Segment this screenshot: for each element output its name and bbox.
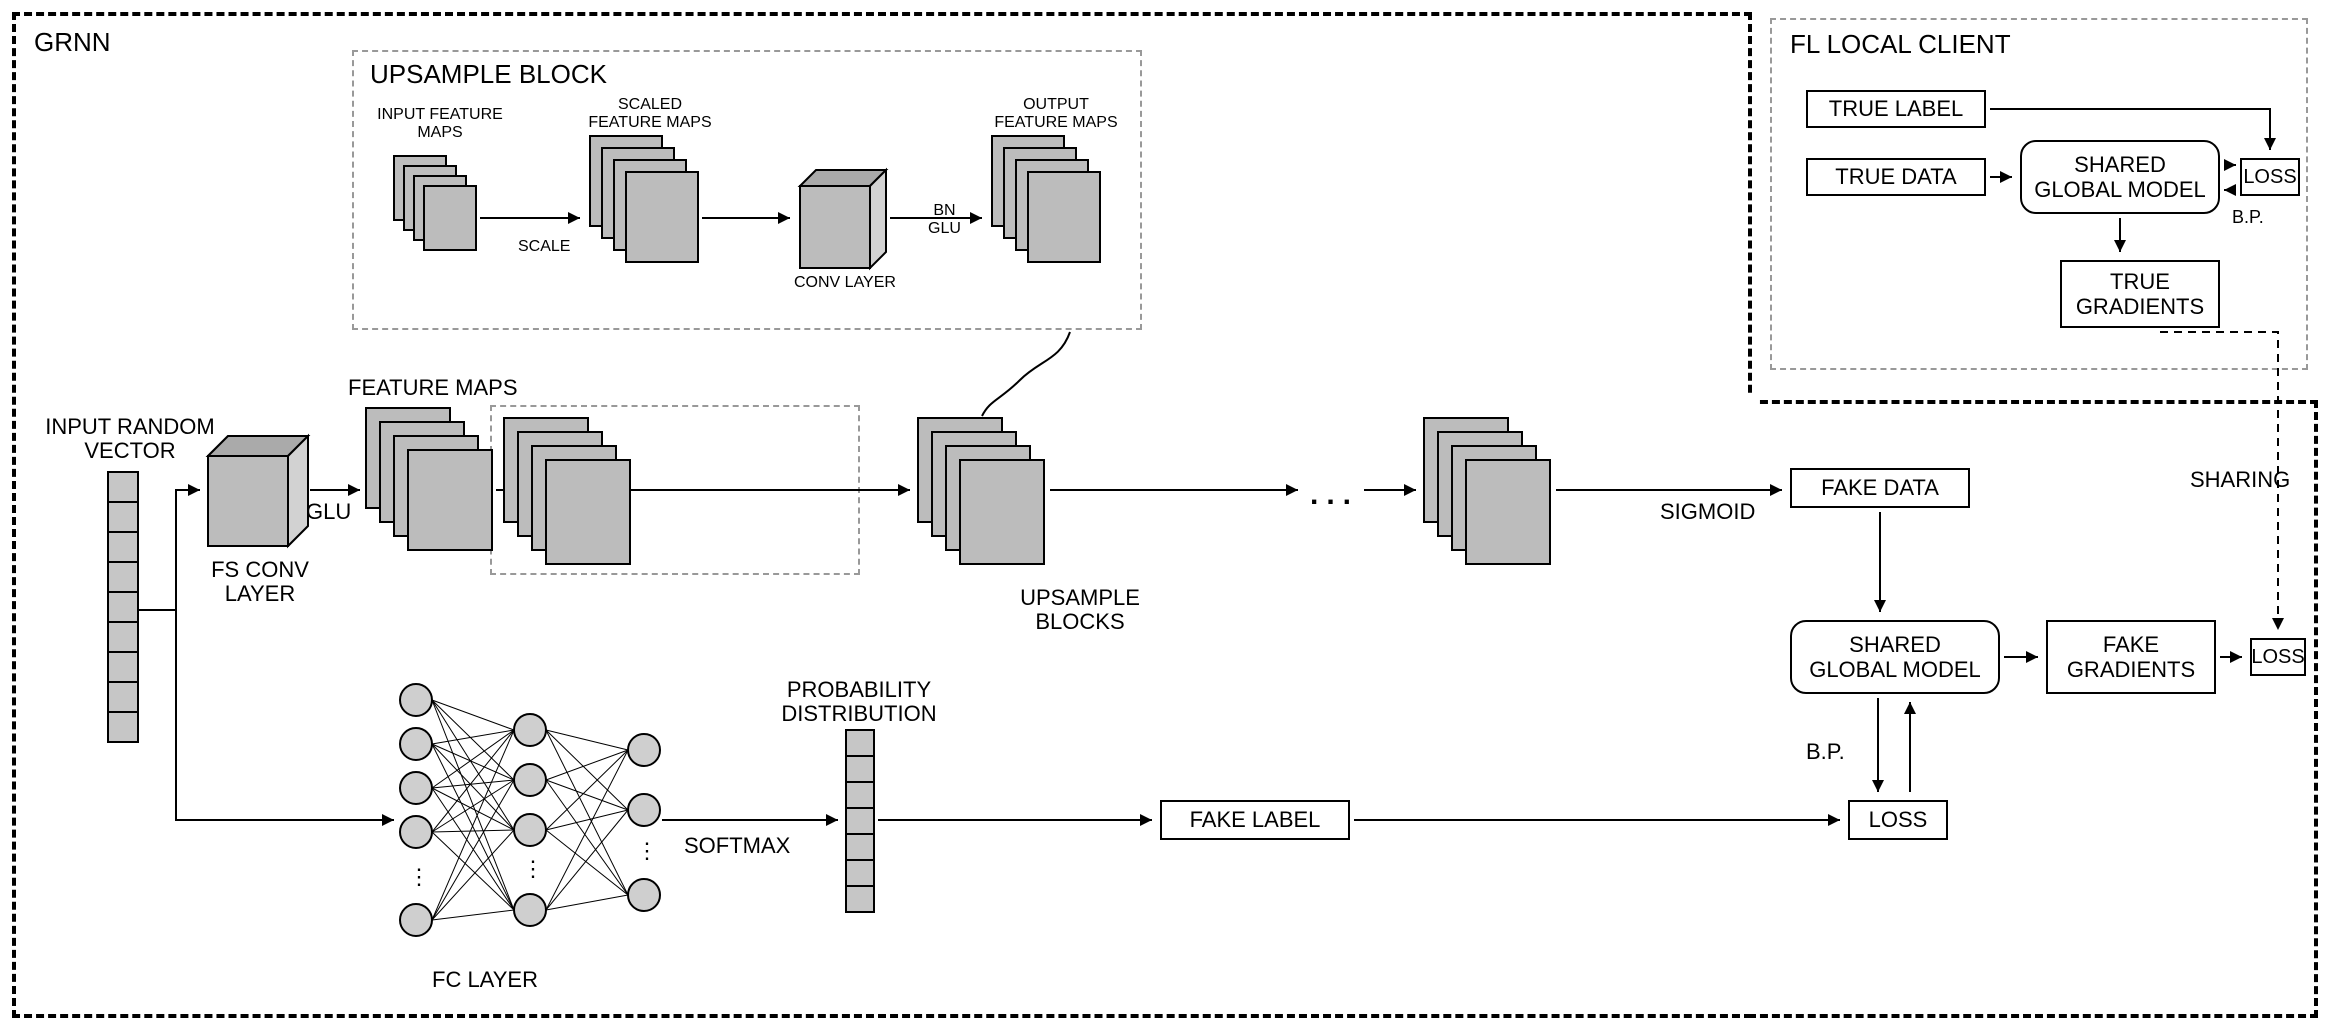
loss2-box: LOSS xyxy=(2250,638,2306,676)
bn-glu-label: BN GLU xyxy=(928,202,961,237)
ifm-label: INPUT FEATURE MAPS xyxy=(370,106,510,141)
fake-data-box: FAKE DATA xyxy=(1790,468,1970,508)
fake-data-text: FAKE DATA xyxy=(1821,475,1939,500)
feature-maps-label: FEATURE MAPS xyxy=(348,376,518,400)
true-data-text: TRUE DATA xyxy=(1835,164,1956,189)
fake-label-text: FAKE LABEL xyxy=(1190,807,1321,832)
fl-sgm-box: SHARED GLOBAL MODEL xyxy=(2020,140,2220,214)
fake-gradients-text: FAKE GRADIENTS xyxy=(2067,632,2195,683)
loss3-box: LOSS xyxy=(1848,800,1948,840)
sigmoid-label: SIGMOID xyxy=(1660,500,1755,524)
upblock-title: UPSAMPLE BLOCK xyxy=(370,60,607,89)
fl-sgm-text: SHARED GLOBAL MODEL xyxy=(2034,152,2206,203)
ofm-label: OUTPUT FEATURE MAPS xyxy=(986,96,1126,131)
dots-label: ... xyxy=(1310,478,1359,511)
prob-dist-label: PROBABILITY DISTRIBUTION xyxy=(764,678,954,726)
bp-label-2: B.P. xyxy=(2232,208,2264,228)
true-label-box: TRUE LABEL xyxy=(1806,90,1986,128)
upsample-blocks-label: UPSAMPLE BLOCKS xyxy=(1000,586,1160,634)
fl-loss-text: LOSS xyxy=(2243,166,2296,189)
loss2-text: LOSS xyxy=(2251,646,2304,669)
glu-label: GLU xyxy=(306,500,351,524)
true-label-text: TRUE LABEL xyxy=(1829,96,1964,121)
fake-label-box: FAKE LABEL xyxy=(1160,800,1350,840)
scale-label: SCALE xyxy=(518,238,570,256)
grnn-border-mask xyxy=(1740,404,1756,1014)
fs-conv-label: FS CONV LAYER xyxy=(195,558,325,606)
true-gradients-text: TRUE GRADIENTS xyxy=(2076,269,2204,320)
sgm2-box: SHARED GLOBAL MODEL xyxy=(1790,620,2000,694)
true-data-box: TRUE DATA xyxy=(1806,158,1986,196)
fl-loss-box: LOSS xyxy=(2240,158,2300,196)
loss3-text: LOSS xyxy=(1869,807,1928,832)
sgm2-text: SHARED GLOBAL MODEL xyxy=(1809,632,1981,683)
fake-gradients-box: FAKE GRADIENTS xyxy=(2046,620,2216,694)
bp-label: B.P. xyxy=(1806,740,1845,764)
input-random-vector-label: INPUT RANDOM VECTOR xyxy=(30,415,230,463)
conv-layer-label: CONV LAYER xyxy=(794,274,896,292)
grnn-border-mask2 xyxy=(1748,396,1756,408)
upblocks-border xyxy=(490,405,860,575)
sfm-label: SCALED FEATURE MAPS xyxy=(580,96,720,131)
fl-client-title: FL LOCAL CLIENT xyxy=(1790,30,2011,59)
softmax-label: SOFTMAX xyxy=(684,834,790,858)
upblock-border xyxy=(352,50,1142,330)
fc-layer-label: FC LAYER xyxy=(432,968,538,992)
grnn-title: GRNN xyxy=(34,28,111,57)
true-gradients-box: TRUE GRADIENTS xyxy=(2060,260,2220,328)
sharing-label: SHARING xyxy=(2190,468,2290,492)
